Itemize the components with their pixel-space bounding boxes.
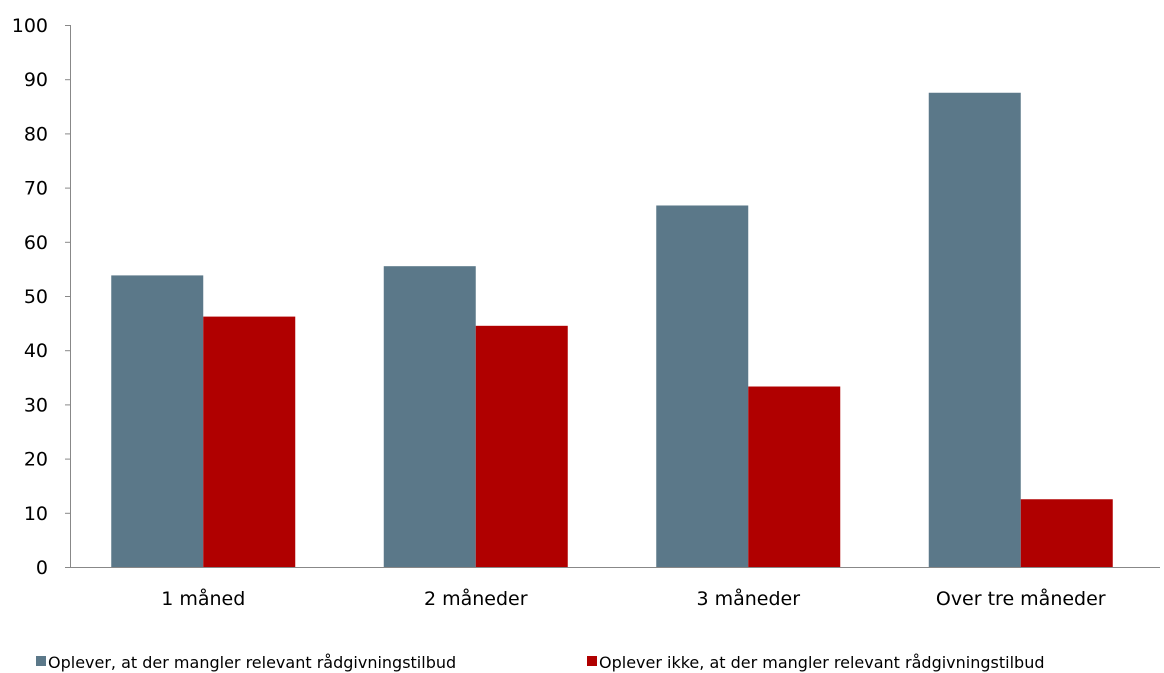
bar-series-1-2: [656, 205, 749, 567]
bars: [111, 92, 1113, 567]
legend-swatch-series-1: [36, 656, 46, 666]
x-category-label: 1 måned: [161, 587, 245, 610]
y-tick-label: 80: [24, 123, 48, 145]
bar-series-2-2: [748, 386, 841, 567]
y-tick-label: 60: [24, 232, 48, 254]
x-category-label: 3 måneder: [696, 587, 800, 610]
bar-series-2-1: [475, 325, 568, 567]
y-tick-label: 10: [24, 503, 48, 525]
bar-series-1-3: [928, 92, 1021, 567]
y-tick-label: 100: [12, 15, 48, 37]
bar-series-1-1: [383, 266, 476, 567]
legend: Oplever, at der mangler relevant rådgivn…: [36, 653, 1044, 672]
y-tick-label: 40: [24, 340, 48, 362]
legend-label-series-1: Oplever, at der mangler relevant rådgivn…: [48, 653, 456, 672]
bar-series-1-0: [111, 275, 204, 567]
x-category-label: 2 måneder: [424, 587, 528, 610]
y-tick-label: 70: [24, 178, 48, 200]
legend-swatch-series-2: [587, 656, 597, 666]
axes: [70, 25, 1160, 568]
y-tick-label: 0: [36, 557, 48, 579]
legend-label-series-2: Oplever ikke, at der mangler relevant rå…: [599, 653, 1044, 672]
y-tick-label: 50: [24, 286, 48, 308]
bar-series-2-3: [1020, 499, 1113, 567]
y-tick-label: 90: [24, 69, 48, 91]
x-axis-labels: 1 måned 2 måneder 3 måneder Over tre månede…: [161, 587, 1106, 610]
y-tick-label: 30: [24, 394, 48, 416]
y-axis-ticks: 0 10 20 30 40 50 60 70 80 90 100: [12, 15, 70, 579]
bar-series-2-0: [203, 316, 296, 567]
y-tick-label: 20: [24, 449, 48, 471]
x-category-label: Over tre måneder: [936, 587, 1106, 610]
